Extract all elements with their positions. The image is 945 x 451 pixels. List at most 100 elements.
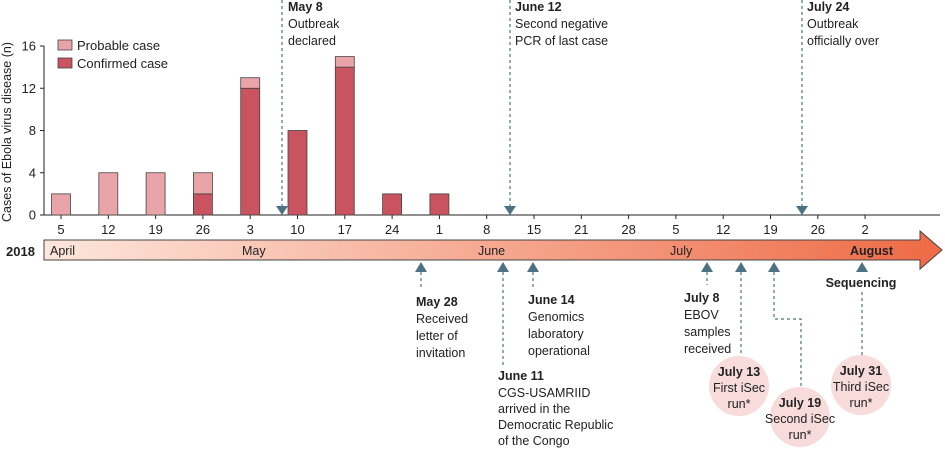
legend-label-probable: Probable case [77, 38, 160, 53]
y-tick-label: 8 [29, 123, 36, 138]
month-july: July [670, 244, 693, 258]
y-tick-label: 4 [29, 165, 36, 180]
month-august: August [850, 244, 894, 258]
x-tick-label: 19 [148, 222, 162, 237]
event-marker [768, 262, 780, 272]
event-text: samples [684, 325, 731, 339]
top-event-second-negative-pcr: June 12 Second negative PCR of last case [504, 0, 608, 215]
y-tick-label: 12 [22, 81, 36, 96]
bar-probable [51, 193, 71, 216]
x-tick-label: 3 [247, 222, 254, 237]
event-marker [527, 262, 539, 272]
y-ticks: 0 4 8 12 16 [22, 39, 44, 223]
x-tick-label: 26 [196, 222, 210, 237]
event-date: June 12 [515, 0, 562, 14]
x-tick-label: 12 [101, 222, 115, 237]
event-text: PCR of last case [515, 34, 608, 48]
event-date: May 28 [416, 295, 458, 309]
bar-confirmed [240, 87, 261, 216]
bar-probable [240, 77, 261, 89]
event-text: Third iSec [833, 380, 889, 394]
sequencing-label: Sequencing [826, 276, 897, 290]
bar-probable [334, 56, 355, 68]
event-text: First iSec [713, 381, 765, 395]
event-text: letter of [416, 329, 458, 343]
month-april: April [50, 244, 75, 258]
event-text: Received [416, 312, 468, 326]
x-tick-label: 2 [861, 222, 868, 237]
event-text: declared [288, 34, 336, 48]
bar-confirmed [192, 193, 213, 216]
event-text: operational [528, 344, 590, 358]
legend-swatch-probable [57, 39, 73, 51]
run-circle [770, 387, 830, 447]
event-text: EBOV [684, 308, 719, 322]
timeline: 2018 April May June July August [6, 229, 943, 271]
event-text: arrived in the [498, 402, 570, 416]
event-text: invitation [416, 346, 465, 360]
event-text: laboratory [528, 327, 584, 341]
y-tick-label: 0 [29, 208, 36, 223]
event-date: July 19 [779, 396, 821, 410]
event-date: July 13 [718, 365, 760, 379]
bar-probable [192, 172, 213, 195]
legend: Probable case Confirmed case [57, 38, 168, 71]
top-event-outbreak-over: July 24 Outbreak officially over [796, 0, 879, 215]
y-axis-label: Cases of Ebola virus disease (n) [0, 42, 14, 222]
x-tick-label: 21 [574, 222, 588, 237]
event-text: Genomics [528, 310, 584, 324]
x-tick-label: 24 [385, 222, 399, 237]
bottom-event-letter-of-invitation: May 28 Received letter of invitation [415, 262, 468, 360]
x-tick-label: 5 [57, 222, 64, 237]
event-marker [504, 206, 516, 215]
event-marker [415, 262, 427, 272]
month-may: May [242, 244, 266, 258]
top-event-outbreak-declared: May 8 Outbreak declared [276, 0, 340, 215]
bar-probable [145, 172, 166, 216]
event-text: run* [728, 397, 751, 411]
month-june: June [478, 244, 505, 258]
event-line [773, 272, 802, 387]
event-text: Democratic Republic [498, 418, 613, 432]
x-tick-label: 17 [338, 222, 352, 237]
event-date: July 31 [840, 364, 882, 378]
legend-label-confirmed: Confirmed case [77, 56, 168, 71]
x-tick-label: 26 [811, 222, 825, 237]
bottom-event-first-isec-run: July 13 First iSec run* [709, 262, 769, 416]
event-text: of the Congo [498, 434, 570, 448]
bottom-event-second-isec-run: July 19 Second iSec run* [765, 262, 835, 447]
x-tick-label: 15 [527, 222, 541, 237]
event-text: Outbreak [288, 17, 340, 31]
x-ticks: 5 12 19 26 3 10 17 24 1 8 15 21 28 5 12 19 26 2 [57, 215, 869, 237]
run-circle [831, 355, 891, 415]
event-date: May 8 [288, 0, 323, 14]
event-marker [796, 206, 808, 215]
event-text: run* [850, 396, 873, 410]
bar-confirmed [382, 193, 403, 216]
bar-confirmed [429, 193, 450, 216]
event-date: July 8 [684, 291, 719, 305]
event-text: CGS-USAMRIID [498, 386, 590, 400]
timeline-arrow [43, 229, 943, 271]
x-tick-label: 5 [672, 222, 679, 237]
bar-confirmed [287, 130, 308, 216]
event-marker [856, 262, 868, 272]
bottom-event-samples-received: July 8 EBOV samples received [684, 262, 731, 356]
run-circle [709, 356, 769, 416]
bottom-event-cgs-usamriid-arrived: June 11 CGS-USAMRIID arrived in the Demo… [497, 262, 613, 448]
legend-swatch-confirmed [57, 57, 73, 69]
bottom-event-genomics-lab-operational: June 14 Genomics laboratory operational [527, 262, 590, 358]
event-text: officially over [807, 34, 879, 48]
y-tick-label: 16 [22, 39, 36, 54]
event-marker [701, 262, 713, 272]
bar-confirmed [334, 66, 355, 216]
event-text: run* [789, 428, 812, 442]
event-date: June 14 [528, 293, 575, 307]
event-marker [497, 262, 509, 272]
bar-probable [98, 172, 119, 216]
x-tick-label: 1 [436, 222, 443, 237]
x-tick-label: 28 [621, 222, 635, 237]
bars [51, 56, 450, 216]
x-tick-label: 19 [763, 222, 777, 237]
